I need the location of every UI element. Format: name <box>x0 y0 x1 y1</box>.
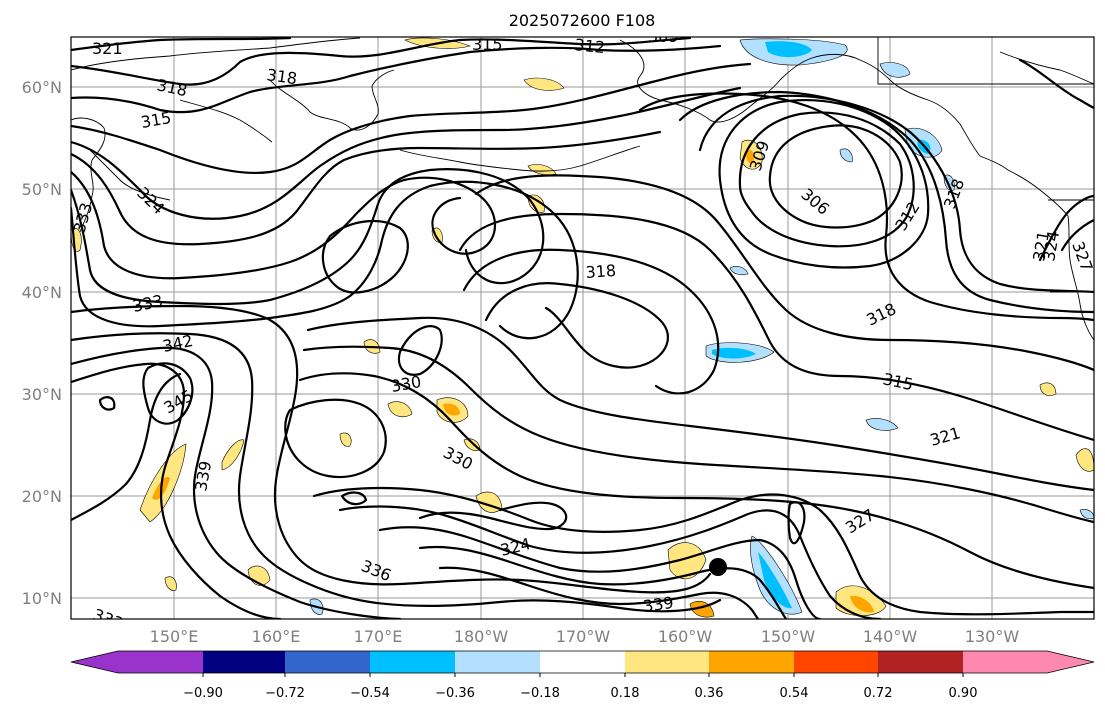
gridlines <box>71 37 1094 619</box>
storm-position-marker <box>709 558 727 576</box>
map-frame <box>70 36 1095 620</box>
contour-label: 321 <box>92 39 123 58</box>
colorbar-tick-label: −0.18 <box>520 686 560 701</box>
colorbar-segment <box>203 651 285 673</box>
contour-label: 339 <box>642 593 675 616</box>
colorbar-outline <box>70 650 1095 674</box>
lon-label: 170°W <box>556 627 611 646</box>
contour-label: 312 <box>574 35 606 57</box>
lon-label: 140°W <box>863 627 918 646</box>
colorbar: −0.90 −0.72 −0.54 −0.36 −0.18 0.18 0.36 0.54 0.7… <box>70 650 1095 701</box>
lon-label: 150°E <box>150 627 199 646</box>
colorbar-extend-max <box>1047 651 1094 673</box>
colorbar-tick-label: −0.54 <box>350 686 390 701</box>
lat-label: 60°N <box>22 78 62 97</box>
colorbar-tick-label: 0.18 <box>611 686 640 701</box>
colorbar-tick-label: −0.36 <box>435 686 475 701</box>
colorbar-tick-label: 0.54 <box>780 686 809 701</box>
lon-label: 170°E <box>354 627 403 646</box>
colorbar-tick-label: 0.90 <box>949 686 978 701</box>
contour-label: 309 <box>648 27 679 46</box>
colorbar-segment <box>455 651 540 673</box>
colorbar-segment <box>370 651 455 673</box>
lat-label: 40°N <box>22 283 62 302</box>
lon-label: 160°E <box>252 627 301 646</box>
colorbar-segment <box>709 651 794 673</box>
lon-label: 160°W <box>658 627 713 646</box>
lat-label: 30°N <box>22 385 62 404</box>
colorbar-segment <box>625 651 709 673</box>
latitude-axis: 60°N 50°N 40°N 30°N 20°N 10°N <box>22 78 62 608</box>
colorbar-extend-min <box>71 651 118 673</box>
contour-label: 318 <box>585 261 617 282</box>
colorbar-segment <box>118 651 203 673</box>
colorbar-segment <box>285 651 370 673</box>
colorbar-tick-label: 0.36 <box>695 686 724 701</box>
colorbar-segment <box>963 651 1047 673</box>
colorbar-segment <box>878 651 963 673</box>
lat-label: 10°N <box>22 589 62 608</box>
contour-lines <box>71 37 1094 619</box>
colorbar-tick-label: −0.90 <box>183 686 223 701</box>
lat-label: 50°N <box>22 180 62 199</box>
colorbar-segment <box>540 651 625 673</box>
colorbar-segment <box>794 651 878 673</box>
lon-label: 150°W <box>761 627 816 646</box>
lon-label: 130°W <box>965 627 1020 646</box>
coastlines <box>71 37 1094 341</box>
lat-label: 20°N <box>22 487 62 506</box>
contour-label: 315 <box>472 35 503 54</box>
colorbar-tick-label: −0.72 <box>265 686 305 701</box>
contour-label: 318 <box>265 65 298 88</box>
longitude-axis: 150°E 160°E 170°E 180°W 170°W 160°W 150°… <box>150 627 1020 646</box>
map-title: 2025072600 F108 <box>509 11 656 30</box>
colorbar-tick-label: 0.72 <box>864 686 893 701</box>
lon-label: 180°W <box>454 627 509 646</box>
map-area: 321 318 315 312 309 318 315 324 333 333 … <box>70 27 1095 620</box>
